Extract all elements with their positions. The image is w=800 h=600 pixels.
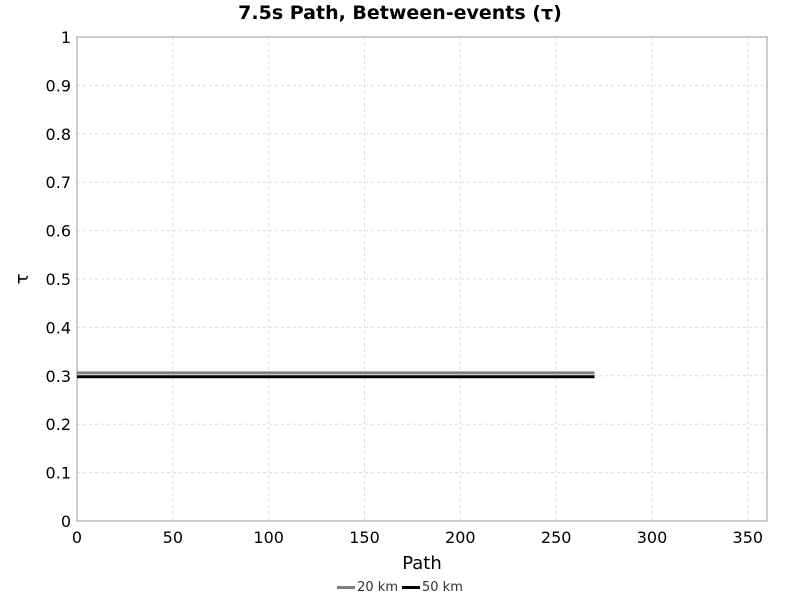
y-tick-label: 0.2 [46,415,71,434]
x-tick-label: 50 [163,528,183,547]
y-tick-label: 0.6 [46,222,71,241]
x-tick-label: 250 [541,528,572,547]
y-tick-label: 0.3 [46,367,71,386]
x-tick-label: 300 [637,528,668,547]
x-tick-label: 100 [253,528,284,547]
y-tick-label: 0.4 [46,318,71,337]
legend: 20 km 50 km [0,580,800,595]
tick-layer: 0 50 100 150 200 250 300 350 0 0.1 0.2 0.3 0.4 0.5 0.6… [46,28,764,547]
y-axis-label: τ [12,274,33,285]
plot-frame [76,36,768,522]
x-tick-label: 0 [72,528,82,547]
grid-layer [77,37,767,521]
legend-label: 50 km [422,580,463,595]
y-tick-label: 0.5 [46,270,71,289]
y-tick-label: 0.9 [46,76,71,95]
y-tick-label: 1 [61,28,71,47]
legend-item: 50 km [402,580,463,595]
legend-swatch [337,586,356,589]
y-tick-label: 0 [61,512,71,531]
y-tick-label: 0.1 [46,464,71,483]
x-tick-label: 150 [349,528,380,547]
legend-swatch [402,586,420,589]
chart-title: 7.5s Path, Between-events (τ) [238,2,562,24]
y-tick-label: 0.7 [46,173,71,192]
x-axis-label: Path [402,553,442,574]
x-tick-label: 200 [445,528,476,547]
series-layer [77,371,595,379]
x-tick-label: 350 [733,528,764,547]
legend-item: 20 km [337,580,398,595]
y-tick-label: 0.8 [46,125,71,144]
legend-label: 20 km [357,580,398,595]
